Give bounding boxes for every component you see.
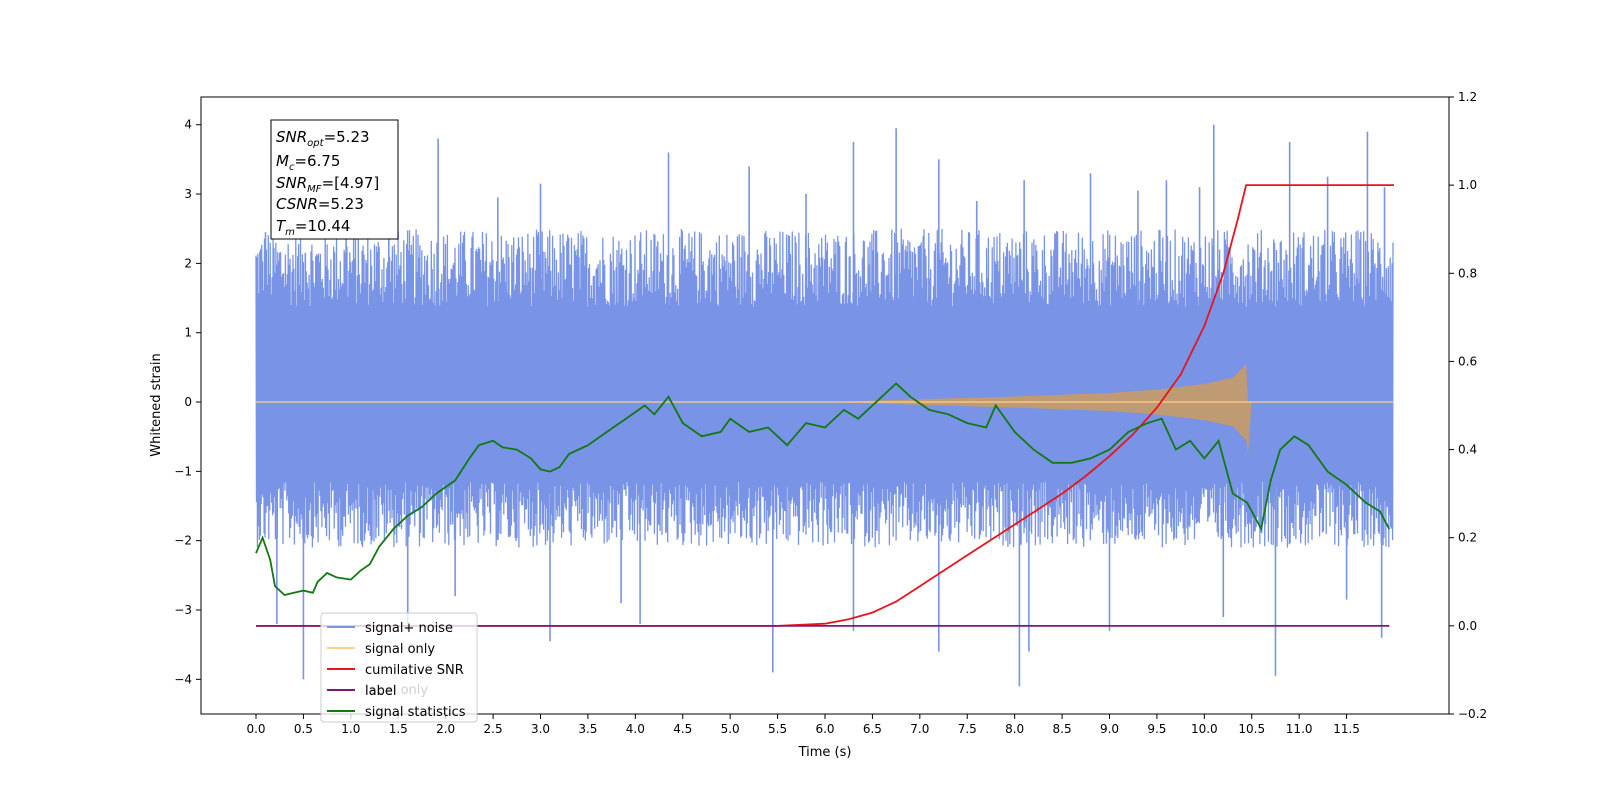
series-cumulative-snr	[256, 184, 1394, 627]
x-tick-label: 11.5	[1333, 722, 1360, 736]
y2-axis-ticks: 1.2 1.0 0.8 0.6 0.4 0.2 0.0 −0.2	[1449, 90, 1487, 721]
y2-tick-label: 0.0	[1458, 619, 1477, 633]
x-tick-label: 8.5	[1053, 722, 1072, 736]
legend-label: signal+ noise	[365, 621, 453, 636]
x-tick-label: 5.0	[721, 722, 740, 736]
x-axis-ticks: 0.0 0.5 1.0 1.5 2.0 2.5 3.0 3.5 4.0 4.5 5.0 5.5 6.0 6…	[246, 714, 1360, 736]
legend-label: label	[365, 684, 396, 699]
info-snr-mf: SNRMF=[4.97]	[276, 174, 379, 195]
legend-frame	[320, 612, 478, 723]
y-tick-label: 0	[184, 395, 192, 409]
info-box-frame	[270, 119, 399, 240]
y-tick-label: 2	[184, 256, 192, 270]
x-tick-label: 10.0	[1191, 722, 1218, 736]
x-tick-label: 7.5	[958, 722, 977, 736]
x-tick-label: 6.5	[863, 722, 882, 736]
y-tick-label: 1	[184, 326, 192, 340]
y-tick-label: −4	[174, 672, 192, 686]
x-tick-label: 4.5	[673, 722, 692, 736]
y-tick-label: 4	[184, 118, 192, 132]
x-tick-label: 9.0	[1100, 722, 1119, 736]
x-tick-label: 0.5	[294, 722, 313, 736]
y-tick-label: −2	[174, 534, 192, 548]
x-tick-label: 2.0	[436, 722, 455, 736]
series-signal-only-envelope	[256, 363, 1394, 454]
x-tick-label: 3.0	[531, 722, 550, 736]
x-tick-label: 11.0	[1286, 722, 1313, 736]
x-tick-label: 9.5	[1147, 722, 1166, 736]
x-tick-label: 4.0	[626, 722, 645, 736]
x-tick-label: 10.5	[1238, 722, 1265, 736]
legend-entries: signal+ noise signal only cumilative SNR la…	[327, 621, 466, 720]
x-tick-label: 0.0	[246, 722, 265, 736]
info-csnr: CSNR=5.23	[276, 195, 364, 213]
legend-label: signal statistics	[365, 705, 466, 720]
y-tick-label: 3	[184, 187, 192, 201]
info-tm: Tm=10.44	[276, 217, 350, 238]
legend-label: cumilative SNR	[365, 663, 464, 678]
y2-tick-label: 0.8	[1458, 266, 1477, 280]
y-axis-ticks: 4 3 2 1 0 −1 −2 −3 −4	[174, 118, 201, 686]
x-tick-label: 1.0	[341, 722, 360, 736]
info-box: SNRopt=5.23 Mc=6.75 SNRMF=[4.97] CSNR=5.…	[270, 119, 399, 240]
legend-hidden-label: label only	[365, 683, 428, 698]
legend: label only signal+ noise signal only cumil…	[320, 612, 478, 723]
x-tick-label: 8.0	[1005, 722, 1024, 736]
info-mc: Mc=6.75	[276, 152, 340, 173]
x-tick-label: 6.0	[815, 722, 834, 736]
x-tick-label: 3.5	[578, 722, 597, 736]
y2-tick-label: 0.4	[1458, 443, 1477, 457]
y2-tick-label: 1.0	[1458, 178, 1477, 192]
legend-label: signal only	[365, 642, 435, 657]
info-snr-opt: SNRopt=5.23	[276, 128, 370, 149]
y2-tick-label: 0.2	[1458, 531, 1477, 545]
y2-tick-label: −0.2	[1458, 707, 1487, 721]
x-tick-label: 7.0	[910, 722, 929, 736]
x-tick-label: 2.5	[484, 722, 503, 736]
y2-tick-label: 0.6	[1458, 354, 1477, 368]
x-tick-label: 5.5	[768, 722, 787, 736]
plot-series-area	[255, 124, 1394, 687]
y-axis-label: Whitened strain	[149, 353, 164, 456]
x-axis-label: Time (s)	[798, 745, 852, 760]
y-tick-label: −3	[174, 603, 192, 617]
y2-tick-label: 1.2	[1458, 90, 1477, 104]
y-tick-label: −1	[174, 464, 192, 478]
x-tick-label: 1.5	[389, 722, 408, 736]
series-signal-noise	[255, 228, 1394, 548]
series-signal-statistics	[255, 382, 1391, 596]
